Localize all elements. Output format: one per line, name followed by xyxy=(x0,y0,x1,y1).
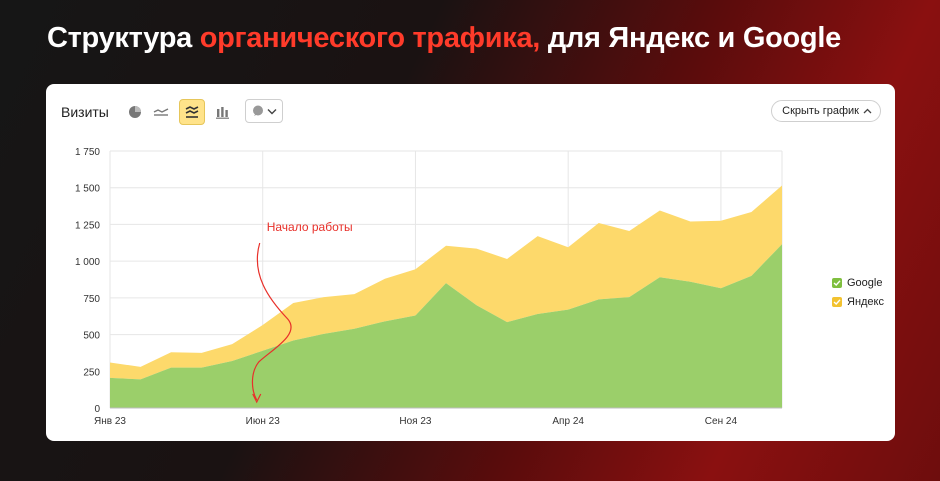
chart-legend: Google Яндекс xyxy=(832,273,884,311)
headline-accent: органического трафика, xyxy=(199,22,541,54)
hide-chart-button[interactable]: Скрыть график xyxy=(771,100,881,122)
legend-item[interactable]: Google xyxy=(832,273,884,292)
chart-card: Визиты xyxy=(46,84,895,441)
x-tick-label: Ноя 23 xyxy=(399,416,432,427)
x-tick-label: Июн 23 xyxy=(246,416,281,427)
headline: Структура органического трафика, для Янд… xyxy=(47,22,841,55)
annotation-arrowhead xyxy=(252,393,262,404)
y-tick-label: 1 500 xyxy=(75,184,100,195)
hide-chart-label: Скрыть график xyxy=(782,105,859,117)
stacked-area-icon xyxy=(185,106,199,118)
stacked-area-button[interactable] xyxy=(179,99,205,125)
chevron-down-icon xyxy=(267,108,276,114)
y-tick-label: 1 000 xyxy=(75,257,100,268)
annotation-dropdown[interactable] xyxy=(245,99,283,123)
chevron-up-icon xyxy=(863,108,872,114)
legend-item[interactable]: Яндекс xyxy=(832,292,884,311)
x-tick-label: Апр 24 xyxy=(552,416,584,427)
area-yandex xyxy=(110,185,782,380)
annotation-label: Начало работы xyxy=(267,220,353,234)
comment-icon xyxy=(252,105,263,116)
pie-chart-icon xyxy=(129,106,141,118)
stacked-area-chart: 0 250 500 750 1 000 1 250 1 500 1 750 Янв 23 Июн … xyxy=(75,147,783,427)
legend-checkbox[interactable] xyxy=(832,296,842,307)
headline-part1: Структура xyxy=(47,22,192,54)
y-tick-label: 750 xyxy=(83,294,100,305)
legend-label: Яндекс xyxy=(847,295,884,308)
area-google xyxy=(110,244,782,408)
y-tick-label: 500 xyxy=(83,331,100,342)
bar-chart-button[interactable] xyxy=(209,99,235,125)
x-tick-label: Сен 24 xyxy=(705,416,738,427)
bar-chart-icon xyxy=(215,106,229,119)
y-tick-label: 250 xyxy=(83,367,100,378)
line-chart-icon xyxy=(153,108,169,116)
y-tick-label: 1 250 xyxy=(75,220,100,231)
legend-checkbox[interactable] xyxy=(832,277,842,288)
headline-part2: для Яндекс и Google xyxy=(547,22,841,54)
legend-label: Google xyxy=(847,276,883,289)
y-tick-label: 0 xyxy=(94,404,100,415)
line-chart-button[interactable] xyxy=(148,99,174,125)
x-tick-label: Янв 23 xyxy=(94,416,126,427)
y-tick-label: 1 750 xyxy=(75,147,100,158)
metric-title: Визиты xyxy=(61,104,109,120)
annotation-arrow xyxy=(251,242,292,401)
pie-chart-button[interactable] xyxy=(122,99,148,125)
